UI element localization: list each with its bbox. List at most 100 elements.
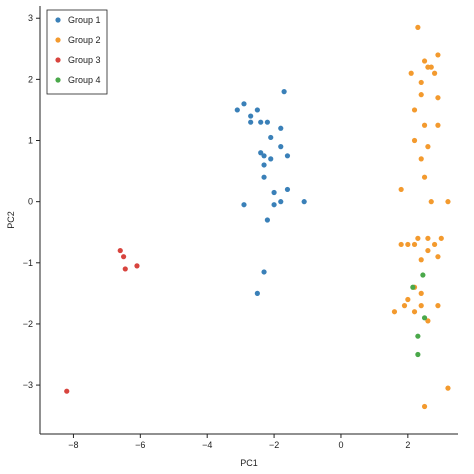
- y-tick-label: −2: [23, 319, 33, 329]
- y-tick-label: 2: [28, 74, 33, 84]
- data-point: [411, 309, 418, 315]
- data-point: [248, 119, 254, 125]
- data-point: [241, 202, 247, 208]
- y-axis-title: PC2: [6, 211, 16, 229]
- data-point: [425, 247, 431, 254]
- axes: −8 −6 −4 −2 0 2 −3 −2 −1 0 1 2 3 PC1 PC2: [6, 6, 458, 468]
- x-tick-label: −4: [202, 440, 212, 450]
- data-point: [254, 107, 260, 113]
- data-point: [261, 174, 267, 180]
- data-point: [415, 24, 421, 30]
- data-point: [241, 101, 247, 107]
- data-point: [411, 241, 418, 248]
- data-point: [418, 79, 424, 86]
- data-point: [438, 235, 444, 241]
- data-point: [254, 290, 260, 296]
- data-point: [278, 144, 284, 150]
- data-point: [435, 52, 441, 58]
- data-point: [425, 235, 431, 241]
- y-tick-label: −1: [23, 258, 33, 268]
- data-point: [421, 174, 428, 180]
- legend-marker: [55, 57, 61, 63]
- data-point: [64, 388, 70, 394]
- x-tick-label: −2: [269, 440, 279, 450]
- data-point: [405, 296, 411, 303]
- y-tick-label: 0: [28, 197, 33, 207]
- data-point: [418, 92, 424, 98]
- data-point: [421, 315, 428, 321]
- data-points: [64, 24, 451, 410]
- legend-label: Group 1: [68, 15, 101, 25]
- data-point: [445, 385, 451, 391]
- data-point: [234, 107, 240, 113]
- data-point: [418, 290, 424, 296]
- data-point: [415, 351, 421, 358]
- data-point: [435, 303, 441, 309]
- data-point: [261, 162, 267, 168]
- x-axis-title: PC1: [240, 458, 258, 468]
- data-point: [421, 403, 428, 410]
- legend-marker: [55, 17, 61, 23]
- data-point: [278, 199, 284, 205]
- y-tick-label: −3: [23, 380, 33, 390]
- data-point: [418, 156, 424, 162]
- data-point: [415, 333, 421, 339]
- data-point: [410, 284, 416, 290]
- data-point: [264, 119, 270, 125]
- data-point: [281, 89, 287, 95]
- data-point: [248, 113, 254, 119]
- x-tick-label: −8: [68, 440, 78, 450]
- data-point: [431, 241, 438, 248]
- data-point: [421, 58, 428, 64]
- data-point: [264, 217, 270, 223]
- data-point: [268, 134, 274, 141]
- legend: Group 1 Group 2 Group 3 Group 4: [46, 9, 108, 95]
- data-point: [398, 186, 404, 193]
- x-tick-label: 2: [405, 440, 410, 450]
- y-tick-label: 3: [28, 13, 33, 23]
- data-point: [445, 199, 451, 205]
- data-point: [258, 150, 264, 156]
- data-point: [425, 144, 431, 150]
- data-point: [435, 122, 441, 128]
- x-tick-label: 0: [338, 440, 343, 450]
- data-point: [435, 95, 441, 101]
- data-point: [408, 70, 414, 76]
- legend-label: Group 4: [68, 75, 101, 85]
- data-point: [271, 202, 277, 208]
- data-point: [401, 303, 408, 309]
- legend-marker: [55, 77, 61, 83]
- series-group-1: [234, 89, 307, 296]
- data-point: [418, 303, 424, 309]
- series-group-3: [64, 247, 140, 394]
- data-point: [261, 269, 267, 275]
- data-point: [421, 122, 428, 128]
- data-point: [420, 272, 426, 278]
- data-point: [284, 186, 291, 193]
- data-point: [418, 257, 424, 263]
- legend-label: Group 3: [68, 55, 101, 65]
- y-tick-label: 1: [28, 136, 33, 146]
- data-point: [261, 153, 267, 159]
- series-group-2: [391, 24, 451, 410]
- legend-label: Group 2: [68, 35, 101, 45]
- data-point: [428, 64, 434, 70]
- data-point: [415, 235, 421, 241]
- data-point: [271, 189, 277, 196]
- data-point: [428, 199, 434, 205]
- data-point: [411, 107, 418, 113]
- data-point: [301, 199, 307, 205]
- data-point: [278, 125, 284, 131]
- legend-marker: [55, 37, 61, 43]
- data-point: [431, 70, 438, 76]
- data-point: [284, 153, 291, 159]
- data-point: [122, 266, 128, 272]
- data-point: [411, 137, 418, 144]
- x-tick-label: −6: [135, 440, 145, 450]
- data-point: [398, 241, 404, 248]
- data-point: [435, 254, 441, 260]
- series-group-4: [410, 272, 428, 358]
- data-point: [405, 241, 411, 248]
